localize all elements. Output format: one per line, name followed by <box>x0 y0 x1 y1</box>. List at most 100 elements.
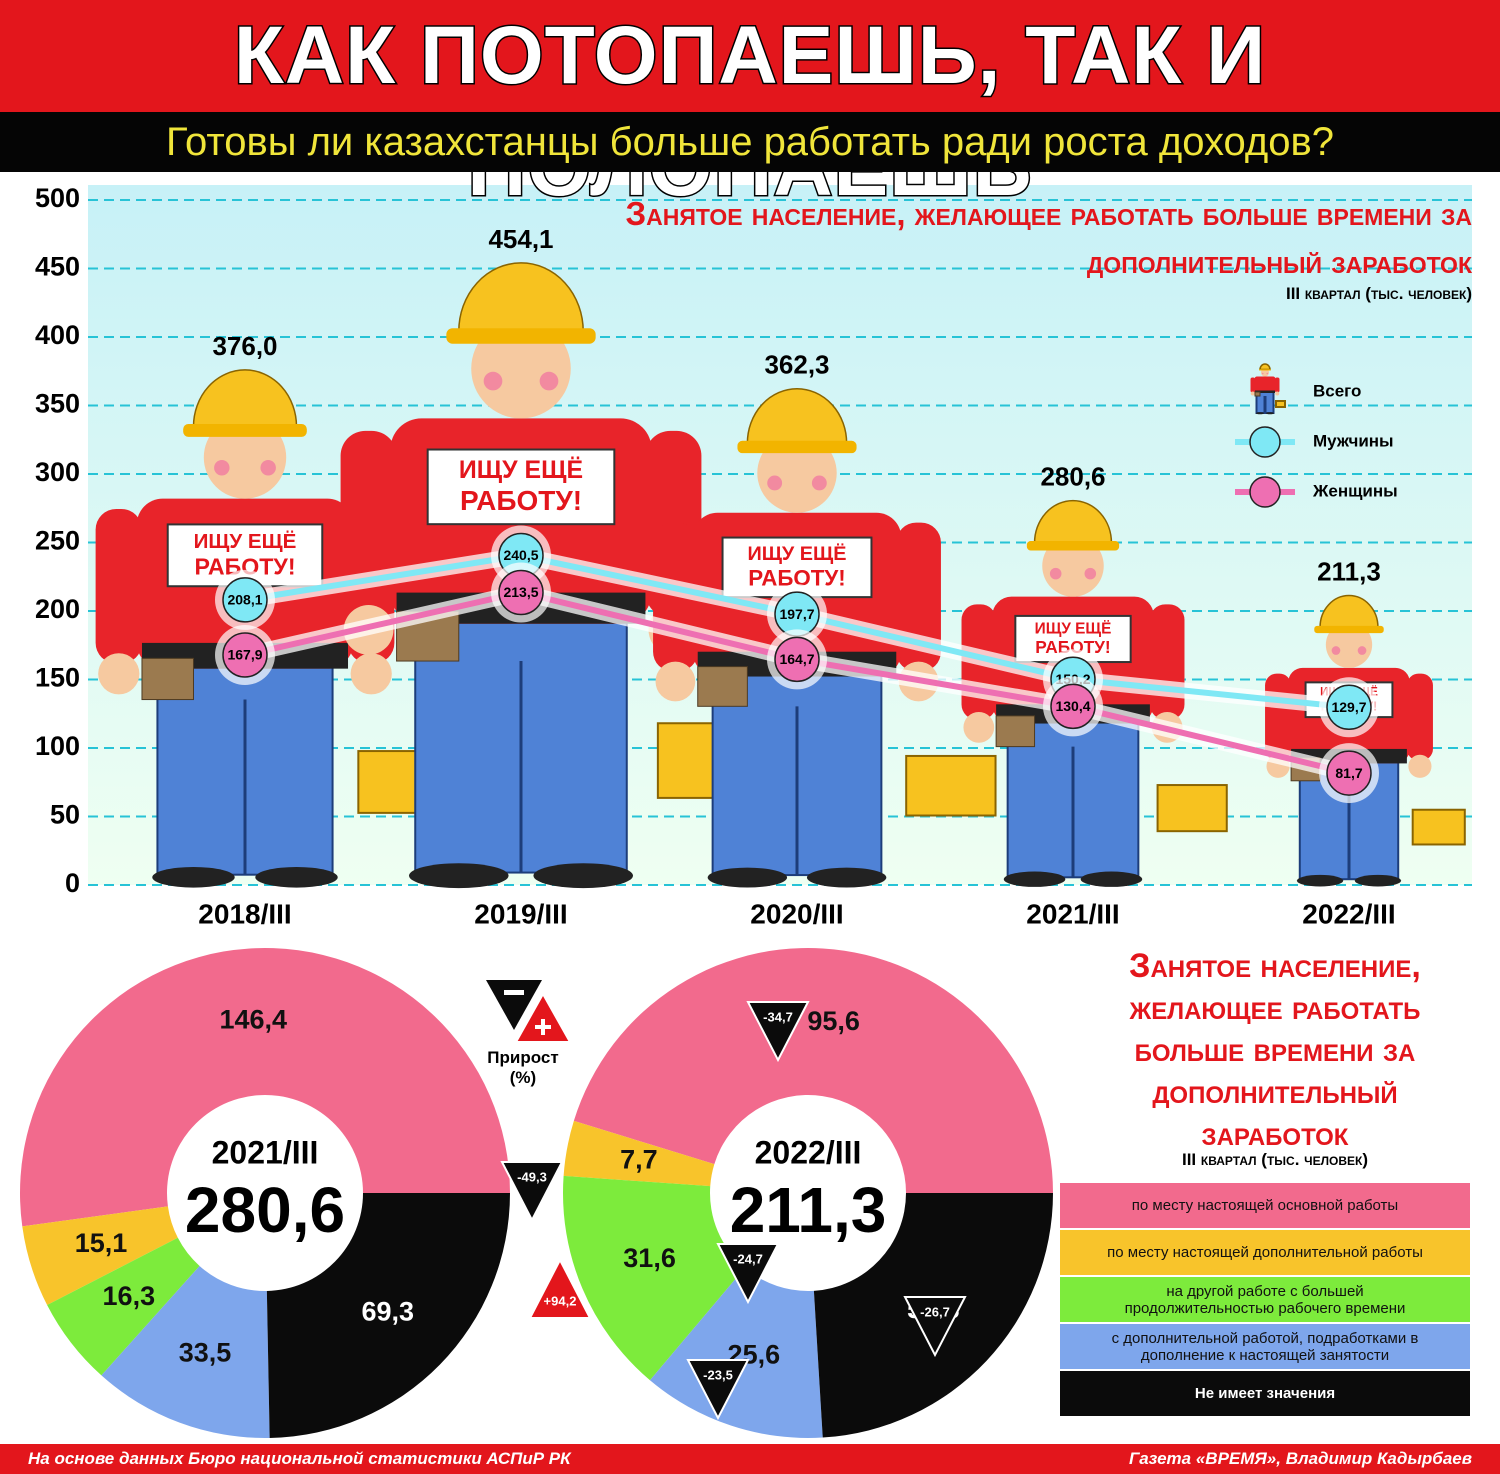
worker-cheek <box>1049 567 1062 580</box>
legend-label: Всего <box>1313 381 1361 400</box>
pie-slice <box>649 1267 823 1438</box>
worker-cheek <box>1331 646 1341 655</box>
x-tick-label: 2019/III <box>474 898 567 929</box>
worker-cheek <box>260 460 276 476</box>
worker-cheek <box>767 475 783 491</box>
worker-arm <box>1149 604 1185 720</box>
worker-shoe <box>255 866 338 888</box>
chart-subtitle: III квартал (тыс. человек) <box>1285 284 1472 303</box>
change-icon-plus-v <box>541 1019 545 1035</box>
y-tick-label: 50 <box>50 800 80 830</box>
marker-label: 240,5 <box>503 547 538 563</box>
marker-label: 129,7 <box>1331 699 1366 715</box>
worker-cheek <box>483 371 503 391</box>
marker <box>1050 683 1096 730</box>
worker-helmet <box>1033 500 1113 544</box>
legend-marker <box>1249 426 1281 458</box>
pie-slice <box>563 1120 715 1187</box>
legend-row: по месту настоящей дополнительной работы <box>1060 1230 1470 1275</box>
worker-hand <box>1408 754 1432 778</box>
worker-helmet-brim <box>1026 540 1120 551</box>
slice-label: 31,6 <box>623 1243 676 1273</box>
y-tick-label: 450 <box>35 252 80 282</box>
worker-shoe <box>533 863 633 889</box>
worker-shoe <box>152 866 235 888</box>
slice-label: 7,7 <box>620 1145 658 1175</box>
worker-helmet-brim <box>183 423 307 437</box>
center-total: 211,3 <box>730 1174 887 1246</box>
change-label: -34,7 <box>763 1009 793 1024</box>
worker-shoe <box>1256 412 1264 415</box>
slice-label: 95,6 <box>807 1006 860 1036</box>
y-tick-label: 500 <box>35 183 80 213</box>
y-tick-label: 250 <box>35 526 80 556</box>
marker <box>774 636 820 683</box>
center-total: 280,6 <box>185 1174 345 1246</box>
x-tick-label: 2020/III <box>750 898 843 929</box>
chart-subtitle: III квартал (тыс. человек) <box>1181 1150 1369 1169</box>
pie-slice <box>266 1193 510 1438</box>
change-label: -23,5 <box>703 1367 733 1382</box>
worker-toolbox <box>1275 400 1286 408</box>
footer: На основе данных Бюро национальной стати… <box>0 1444 1500 1474</box>
value-label: 454,1 <box>488 224 553 254</box>
change-icon-minus <box>486 980 542 1030</box>
worker-hand <box>1275 391 1280 396</box>
source: На основе данных Бюро национальной стати… <box>28 1449 571 1468</box>
worker-torso <box>1254 376 1276 393</box>
worker-head <box>203 416 287 499</box>
chart-title: Занятое население, желающее работать бол… <box>1129 947 1421 1153</box>
value-label: 280,6 <box>1040 461 1105 491</box>
change-arrow <box>716 1243 780 1305</box>
worker-helmet <box>1319 594 1379 629</box>
worker-hand <box>1250 391 1255 396</box>
marker <box>222 632 268 678</box>
pie-slice <box>22 1206 178 1305</box>
pie-slice <box>47 1237 200 1376</box>
pie-slice <box>101 1265 270 1438</box>
marker-label: 164,7 <box>779 651 814 667</box>
worker-hand <box>655 661 696 702</box>
change-arrow <box>746 1001 810 1063</box>
legend-marker <box>1249 476 1281 508</box>
marker <box>222 577 268 623</box>
worker-helmet <box>1259 363 1271 371</box>
legend-icon <box>1250 363 1286 415</box>
worker-shoe <box>707 867 788 888</box>
value-label: 211,3 <box>1317 556 1381 586</box>
marker-label: 81,7 <box>1335 765 1362 781</box>
worker-cheek <box>1262 372 1264 375</box>
legend-row: по месту настоящей основной работы <box>1060 1183 1470 1228</box>
marker-label: 130,4 <box>1055 698 1090 714</box>
change-arrow <box>903 1296 967 1358</box>
worker-shoe <box>1296 874 1344 887</box>
worker-helmet-brim <box>446 328 596 344</box>
worker-cheek <box>1266 372 1268 375</box>
value-label: 376,0 <box>212 331 277 361</box>
y-tick-label: 300 <box>35 457 80 487</box>
sign-text: ИЩУ ЕЩЁ <box>747 542 846 565</box>
worker-arm <box>1406 673 1433 761</box>
y-tick-label: 400 <box>35 320 80 350</box>
legend-row: Не имеет значения <box>1060 1371 1470 1416</box>
y-tick-label: 100 <box>35 731 80 761</box>
marker-label: 197,7 <box>779 606 814 622</box>
pie-slice <box>563 1175 745 1381</box>
slice-label: 33,5 <box>179 1337 232 1367</box>
slice-label: 16,3 <box>103 1281 156 1311</box>
y-tick-label: 200 <box>35 594 80 624</box>
sign-text: ИЩУ ЕЩЁ <box>459 456 583 484</box>
worker-hand <box>963 712 995 743</box>
page-subtitle: Готовы ли казахстанцы больше работать ра… <box>0 112 1500 172</box>
worker-arm <box>1275 377 1280 393</box>
worker-shoe <box>1266 412 1274 415</box>
change-arrow <box>500 1161 564 1223</box>
worker-cheek <box>1084 567 1097 580</box>
marker-label: 208,1 <box>227 592 262 608</box>
slice-label: 15,1 <box>75 1228 128 1258</box>
change-label: -26,7 <box>920 1304 950 1319</box>
worker-pouch <box>1254 391 1261 397</box>
